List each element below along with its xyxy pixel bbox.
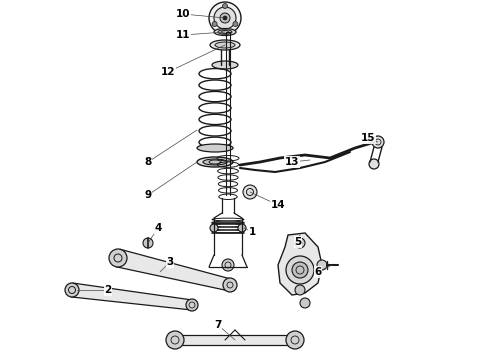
Circle shape bbox=[109, 249, 127, 267]
Ellipse shape bbox=[214, 28, 236, 36]
Ellipse shape bbox=[210, 40, 240, 50]
Circle shape bbox=[243, 185, 257, 199]
Text: 2: 2 bbox=[104, 285, 112, 295]
Circle shape bbox=[186, 299, 198, 311]
Text: 6: 6 bbox=[315, 267, 321, 277]
Text: 3: 3 bbox=[167, 257, 173, 267]
Text: 12: 12 bbox=[161, 67, 175, 77]
Circle shape bbox=[317, 260, 327, 270]
Circle shape bbox=[214, 7, 236, 29]
Circle shape bbox=[166, 331, 184, 349]
Ellipse shape bbox=[215, 42, 235, 48]
Circle shape bbox=[220, 13, 230, 23]
Circle shape bbox=[286, 256, 314, 284]
Circle shape bbox=[372, 136, 384, 148]
Text: 10: 10 bbox=[176, 9, 190, 19]
Circle shape bbox=[369, 159, 379, 169]
Ellipse shape bbox=[218, 30, 232, 34]
Circle shape bbox=[286, 331, 304, 349]
Text: 9: 9 bbox=[145, 190, 151, 200]
Circle shape bbox=[143, 238, 153, 248]
Text: 8: 8 bbox=[145, 157, 151, 167]
Text: 13: 13 bbox=[285, 157, 299, 167]
Circle shape bbox=[212, 22, 217, 27]
Ellipse shape bbox=[197, 157, 233, 167]
Ellipse shape bbox=[197, 144, 233, 152]
Circle shape bbox=[295, 238, 305, 248]
Polygon shape bbox=[71, 283, 193, 310]
Circle shape bbox=[210, 224, 218, 232]
Circle shape bbox=[222, 4, 227, 9]
Ellipse shape bbox=[203, 159, 227, 165]
Circle shape bbox=[295, 285, 305, 295]
Polygon shape bbox=[278, 233, 322, 295]
Circle shape bbox=[65, 283, 79, 297]
Ellipse shape bbox=[212, 61, 238, 69]
Text: 11: 11 bbox=[176, 30, 190, 40]
Circle shape bbox=[292, 262, 308, 278]
Circle shape bbox=[209, 2, 241, 34]
Circle shape bbox=[238, 224, 246, 232]
Text: 1: 1 bbox=[248, 227, 256, 237]
Text: 15: 15 bbox=[361, 133, 375, 143]
Text: 4: 4 bbox=[154, 223, 162, 233]
Circle shape bbox=[300, 298, 310, 308]
Polygon shape bbox=[116, 249, 231, 291]
Text: 7: 7 bbox=[214, 320, 221, 330]
Circle shape bbox=[233, 22, 238, 27]
Polygon shape bbox=[175, 335, 295, 345]
Text: 5: 5 bbox=[294, 237, 302, 247]
Circle shape bbox=[222, 259, 234, 271]
Circle shape bbox=[223, 278, 237, 292]
Text: 14: 14 bbox=[270, 200, 285, 210]
Circle shape bbox=[223, 16, 227, 20]
